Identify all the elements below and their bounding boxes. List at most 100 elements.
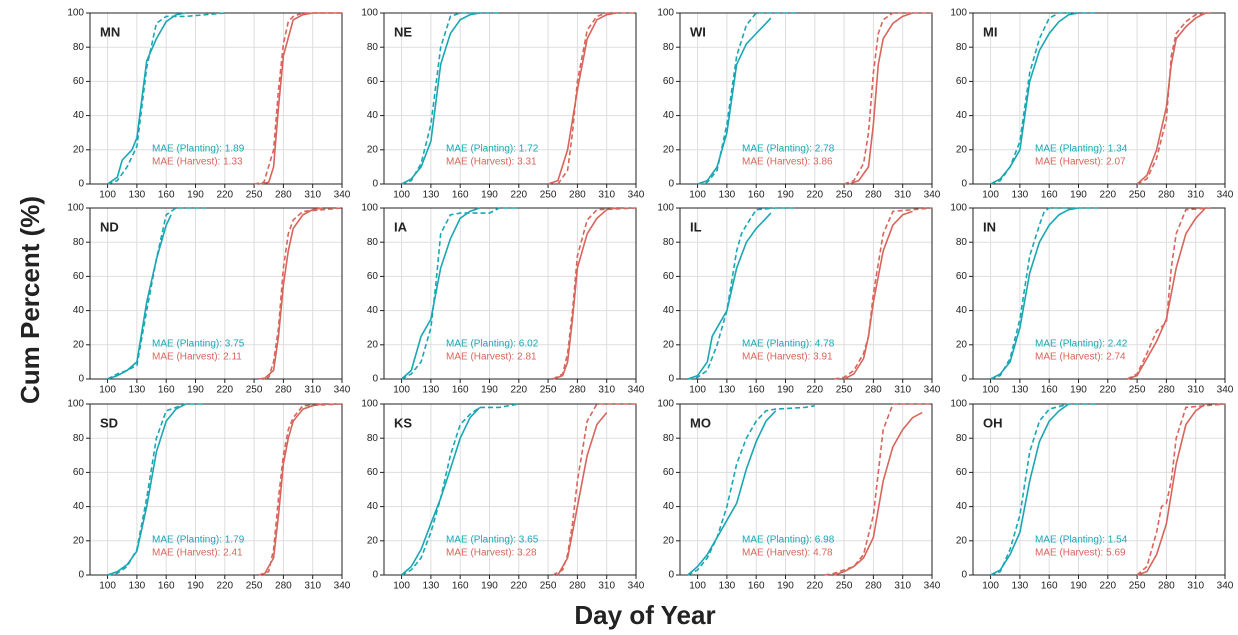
line: [1126, 207, 1211, 380]
annotation: MAE (Planting): 3.65: [446, 535, 539, 546]
y-tick-label: 60: [367, 271, 379, 282]
x-tick-label: 250: [1129, 385, 1146, 396]
x-tick-label: 310: [894, 190, 911, 201]
x-tick-label: 340: [628, 190, 645, 201]
y-tick-label: 20: [367, 535, 379, 546]
panel: 0 20 40 60 80 100 100 130 160 190 220 250 280 310 340 M…: [950, 8, 1233, 201]
y-tick-label: 80: [73, 433, 85, 444]
x-tick-label: 250: [246, 581, 263, 592]
y-tick-label: 0: [668, 374, 674, 385]
plot-frame: [679, 12, 933, 185]
y-tick-label: 40: [367, 501, 379, 512]
panel: 0 20 40 60 80 100 100 130 160 190 220 250 280 310 340 K…: [361, 399, 644, 592]
y-tick-label: 80: [663, 433, 675, 444]
y-tick-label: 20: [367, 339, 379, 350]
plot-frame: [383, 403, 637, 576]
panel-title: NE: [394, 24, 412, 39]
annotation: MAE (Planting): 6.02: [446, 339, 539, 350]
x-tick-label: 130: [719, 385, 736, 396]
y-axis-label: Cum Percent (%): [15, 196, 45, 404]
line: [107, 403, 187, 576]
panel: 0 20 40 60 80 100 100 130 160 190 220 250 280 310 340 M…: [67, 8, 350, 201]
x-tick-label: 190: [1070, 190, 1087, 201]
x-tick-label: 130: [1012, 581, 1029, 592]
line: [834, 207, 933, 380]
plot-frame: [972, 207, 1226, 380]
x-tick-label: 310: [598, 581, 615, 592]
x-tick-label: 310: [1187, 190, 1204, 201]
y-tick-label: 60: [956, 467, 968, 478]
annotation: MAE (Planting): 3.75: [152, 339, 245, 350]
panel: 0 20 40 60 80 100 100 130 160 190 220 250 280 310 340 S…: [67, 399, 350, 592]
x-tick-label: 130: [423, 190, 440, 201]
annotation: MAE (Harvest): 2.74: [1035, 352, 1126, 363]
x-tick-label: 220: [510, 581, 527, 592]
y-tick-label: 100: [657, 8, 674, 19]
x-tick-label: 160: [452, 190, 469, 201]
x-tick-label: 340: [924, 190, 941, 201]
line: [1136, 403, 1206, 576]
x-tick-label: 310: [1187, 581, 1204, 592]
x-tick-label: 310: [598, 190, 615, 201]
x-tick-label: 340: [334, 385, 351, 396]
line: [253, 12, 342, 185]
plot-frame: [679, 403, 933, 576]
y-tick-label: 40: [956, 305, 968, 316]
panel: 0 20 40 60 80 100 100 130 160 190 220 250 280 310 340 N…: [67, 203, 350, 396]
x-tick-label: 100: [982, 581, 999, 592]
plot-frame: [679, 207, 933, 380]
y-tick-label: 80: [367, 433, 379, 444]
y-tick-label: 60: [956, 271, 968, 282]
x-tick-label: 100: [393, 190, 410, 201]
line: [990, 12, 1098, 185]
panel: 0 20 40 60 80 100 100 130 160 190 220 250 280 310 340 M…: [657, 399, 940, 592]
y-tick-label: 60: [663, 76, 675, 87]
line: [848, 12, 913, 185]
line: [990, 207, 1098, 380]
x-tick-label: 130: [129, 385, 146, 396]
line: [697, 12, 796, 185]
y-tick-label: 40: [663, 305, 675, 316]
x-tick-label: 310: [304, 190, 321, 201]
x-tick-label: 160: [748, 190, 765, 201]
panel-title: KS: [394, 415, 412, 430]
y-tick-label: 80: [367, 42, 379, 53]
x-tick-label: 190: [481, 190, 498, 201]
x-tick-label: 220: [806, 581, 823, 592]
line: [843, 12, 932, 185]
line: [552, 207, 617, 380]
y-tick-label: 100: [657, 399, 674, 410]
annotation: MAE (Harvest): 5.69: [1035, 548, 1126, 559]
plot-frame: [972, 12, 1226, 185]
line: [552, 403, 636, 576]
x-tick-label: 250: [1129, 581, 1146, 592]
x-tick-label: 100: [393, 385, 410, 396]
y-tick-label: 60: [73, 76, 85, 87]
x-tick-label: 340: [924, 581, 941, 592]
y-tick-label: 40: [663, 501, 675, 512]
y-tick-label: 0: [78, 374, 84, 385]
panel: 0 20 40 60 80 100 100 130 160 190 220 250 280 310 340 O…: [950, 399, 1233, 592]
x-tick-label: 160: [452, 581, 469, 592]
panel-title: IL: [690, 219, 702, 234]
annotation: MAE (Harvest): 1.33: [152, 157, 243, 168]
annotation: MAE (Harvest): 2.81: [446, 352, 537, 363]
x-tick-label: 100: [689, 385, 706, 396]
y-tick-label: 60: [73, 271, 85, 282]
x-tick-label: 190: [777, 190, 794, 201]
line: [552, 207, 637, 380]
x-tick-label: 310: [894, 385, 911, 396]
annotation: MAE (Harvest): 3.86: [742, 157, 833, 168]
x-tick-label: 160: [1041, 385, 1058, 396]
annotation: MAE (Planting): 1.79: [152, 535, 245, 546]
y-tick-label: 0: [961, 179, 967, 190]
panel-title: MN: [100, 24, 120, 39]
x-tick-label: 130: [719, 190, 736, 201]
annotation: MAE (Planting): 1.89: [152, 144, 245, 155]
plot-frame: [383, 12, 637, 185]
y-tick-label: 20: [956, 535, 968, 546]
panel-title: IA: [394, 219, 408, 234]
panel-title: ND: [100, 219, 119, 234]
x-tick-label: 280: [569, 190, 586, 201]
